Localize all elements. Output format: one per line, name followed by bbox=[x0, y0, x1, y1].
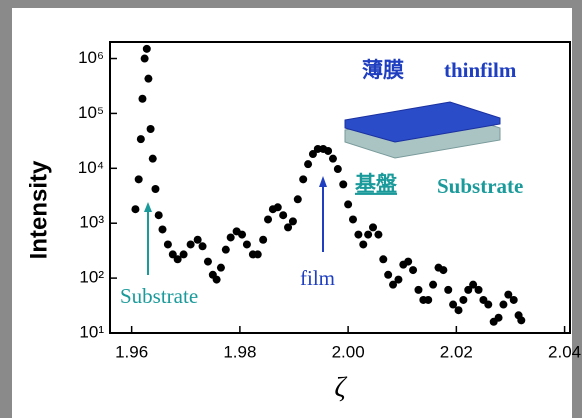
annotation: film bbox=[300, 266, 335, 290]
y-axis-label: Intensity bbox=[25, 160, 52, 259]
data-point bbox=[294, 195, 302, 203]
annotation: Substrate bbox=[120, 284, 198, 308]
data-point bbox=[180, 250, 188, 258]
data-point bbox=[339, 180, 347, 188]
data-point bbox=[155, 211, 163, 219]
y-tick-label: 10⁶ bbox=[78, 48, 104, 67]
y-tick-label: 10⁴ bbox=[78, 158, 104, 177]
data-point bbox=[131, 205, 139, 213]
data-point bbox=[138, 95, 146, 103]
data-point bbox=[299, 175, 307, 183]
y-tick-label: 10¹ bbox=[79, 322, 104, 341]
annotation: 薄膜 bbox=[362, 58, 404, 82]
data-point bbox=[243, 240, 251, 248]
data-point bbox=[227, 233, 235, 241]
data-point bbox=[329, 155, 337, 163]
data-point bbox=[414, 286, 422, 294]
data-point bbox=[194, 236, 202, 244]
data-point bbox=[409, 266, 417, 274]
data-point bbox=[304, 160, 312, 168]
data-point bbox=[349, 215, 357, 223]
data-point bbox=[495, 314, 503, 322]
x-tick-label: 2.00 bbox=[332, 342, 365, 361]
data-point bbox=[517, 316, 525, 324]
data-point bbox=[144, 75, 152, 83]
data-point bbox=[217, 264, 225, 272]
data-point bbox=[484, 301, 492, 309]
x-tick-label: 2.04 bbox=[548, 342, 581, 361]
annotation: 基盤 bbox=[355, 172, 398, 196]
data-point bbox=[334, 165, 342, 173]
data-point bbox=[143, 45, 151, 53]
data-point bbox=[394, 276, 402, 284]
data-point bbox=[147, 125, 155, 133]
data-point bbox=[475, 286, 483, 294]
y-tick-label: 10² bbox=[79, 268, 104, 287]
data-point bbox=[424, 296, 432, 304]
x-tick-label: 1.96 bbox=[115, 342, 148, 361]
data-point bbox=[510, 296, 518, 304]
data-point bbox=[151, 185, 159, 193]
data-point bbox=[274, 203, 282, 211]
data-point bbox=[324, 147, 332, 155]
data-point bbox=[374, 231, 382, 239]
data-point bbox=[222, 246, 230, 254]
chart: Intensity ζ 薄膜 thinfilm 基盤 Substrate fil… bbox=[0, 0, 582, 418]
data-point bbox=[238, 231, 246, 239]
data-point bbox=[158, 225, 166, 233]
data-point bbox=[264, 215, 272, 223]
data-point bbox=[164, 240, 172, 248]
data-point bbox=[141, 55, 149, 63]
data-point bbox=[384, 271, 392, 279]
y-tick-label: 10⁵ bbox=[78, 103, 104, 122]
data-point bbox=[199, 242, 207, 250]
data-point bbox=[149, 155, 157, 163]
page: Intensity ζ 薄膜 thinfilm 基盤 Substrate fil… bbox=[0, 0, 582, 418]
data-point bbox=[137, 135, 145, 143]
data-point bbox=[364, 231, 372, 239]
data-point bbox=[359, 240, 367, 248]
data-point bbox=[204, 258, 212, 266]
data-point bbox=[444, 286, 452, 294]
data-point bbox=[459, 296, 467, 304]
data-point bbox=[279, 211, 287, 219]
x-axis-label: ζ bbox=[334, 372, 347, 403]
x-tick-label: 1.98 bbox=[223, 342, 256, 361]
data-point bbox=[135, 175, 143, 183]
data-point bbox=[354, 231, 362, 239]
data-point bbox=[289, 217, 297, 225]
data-point bbox=[379, 255, 387, 263]
data-point bbox=[259, 236, 267, 244]
annotation: Substrate bbox=[437, 174, 523, 198]
data-point bbox=[404, 258, 412, 266]
data-point bbox=[499, 301, 507, 309]
x-tick-label: 2.02 bbox=[440, 342, 473, 361]
data-point bbox=[455, 306, 463, 314]
annotation: thinfilm bbox=[444, 58, 517, 82]
data-point bbox=[254, 250, 262, 258]
data-point bbox=[213, 276, 221, 284]
data-point bbox=[369, 223, 377, 231]
data-point bbox=[429, 281, 437, 289]
y-tick-label: 10³ bbox=[79, 213, 104, 232]
data-point bbox=[344, 200, 352, 208]
data-point bbox=[439, 266, 447, 274]
data-point bbox=[187, 240, 195, 248]
